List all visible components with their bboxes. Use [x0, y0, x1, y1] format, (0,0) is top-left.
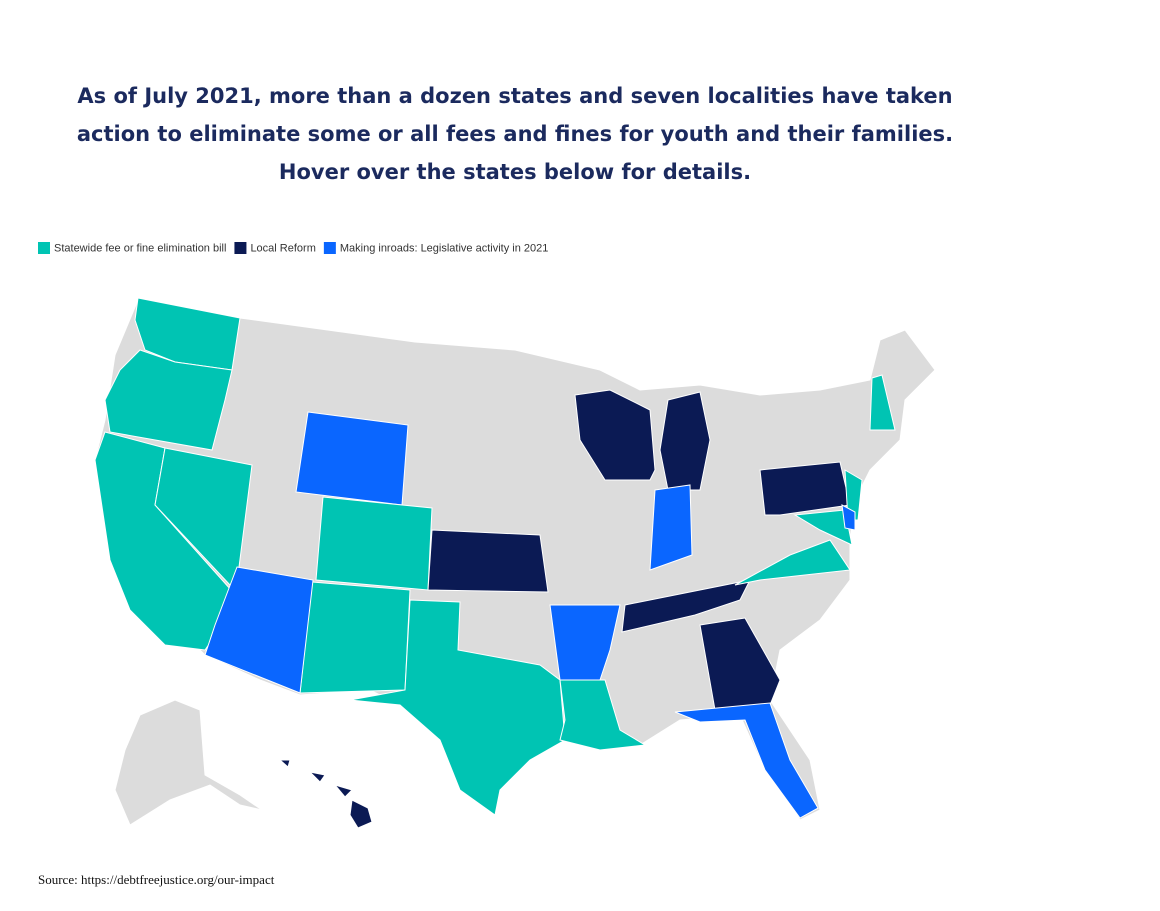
state — [278, 759, 291, 768]
state — [549, 604, 621, 681]
state — [674, 702, 819, 819]
state — [104, 349, 233, 451]
state — [427, 529, 549, 593]
state — [349, 599, 566, 816]
state — [559, 679, 647, 751]
state — [204, 566, 314, 694]
state — [841, 504, 856, 531]
state — [295, 411, 409, 506]
state — [869, 374, 896, 431]
state — [333, 784, 353, 798]
state — [621, 579, 751, 633]
state — [349, 799, 373, 829]
legend-label: Statewide fee or fine elimination bill — [54, 242, 226, 254]
legend-swatch — [323, 242, 336, 254]
state — [699, 617, 781, 711]
title-line: As of July 2021, more than a dozen state… — [77, 84, 952, 108]
legend-swatch — [234, 242, 247, 254]
source: Source: https://debtfreejustice.org/our-… — [38, 872, 275, 887]
state — [574, 389, 656, 481]
title-line: action to eliminate some or all fees and… — [77, 122, 953, 146]
title-line: Hover over the states below for details. — [279, 160, 751, 184]
legend-swatch — [38, 242, 50, 254]
map — [94, 297, 936, 829]
legend-label: Making inroads: Legislative activity in … — [340, 242, 549, 254]
state — [793, 509, 853, 546]
legend-label: Local Reform — [250, 242, 315, 254]
state — [649, 484, 693, 571]
state — [759, 461, 851, 516]
state — [734, 539, 851, 586]
state — [299, 581, 411, 694]
state — [659, 391, 711, 491]
alaska — [114, 699, 263, 826]
state — [315, 496, 433, 591]
state — [844, 469, 863, 521]
state — [308, 771, 326, 783]
legend: Statewide fee or fine elimination bill Lo… — [38, 242, 548, 254]
